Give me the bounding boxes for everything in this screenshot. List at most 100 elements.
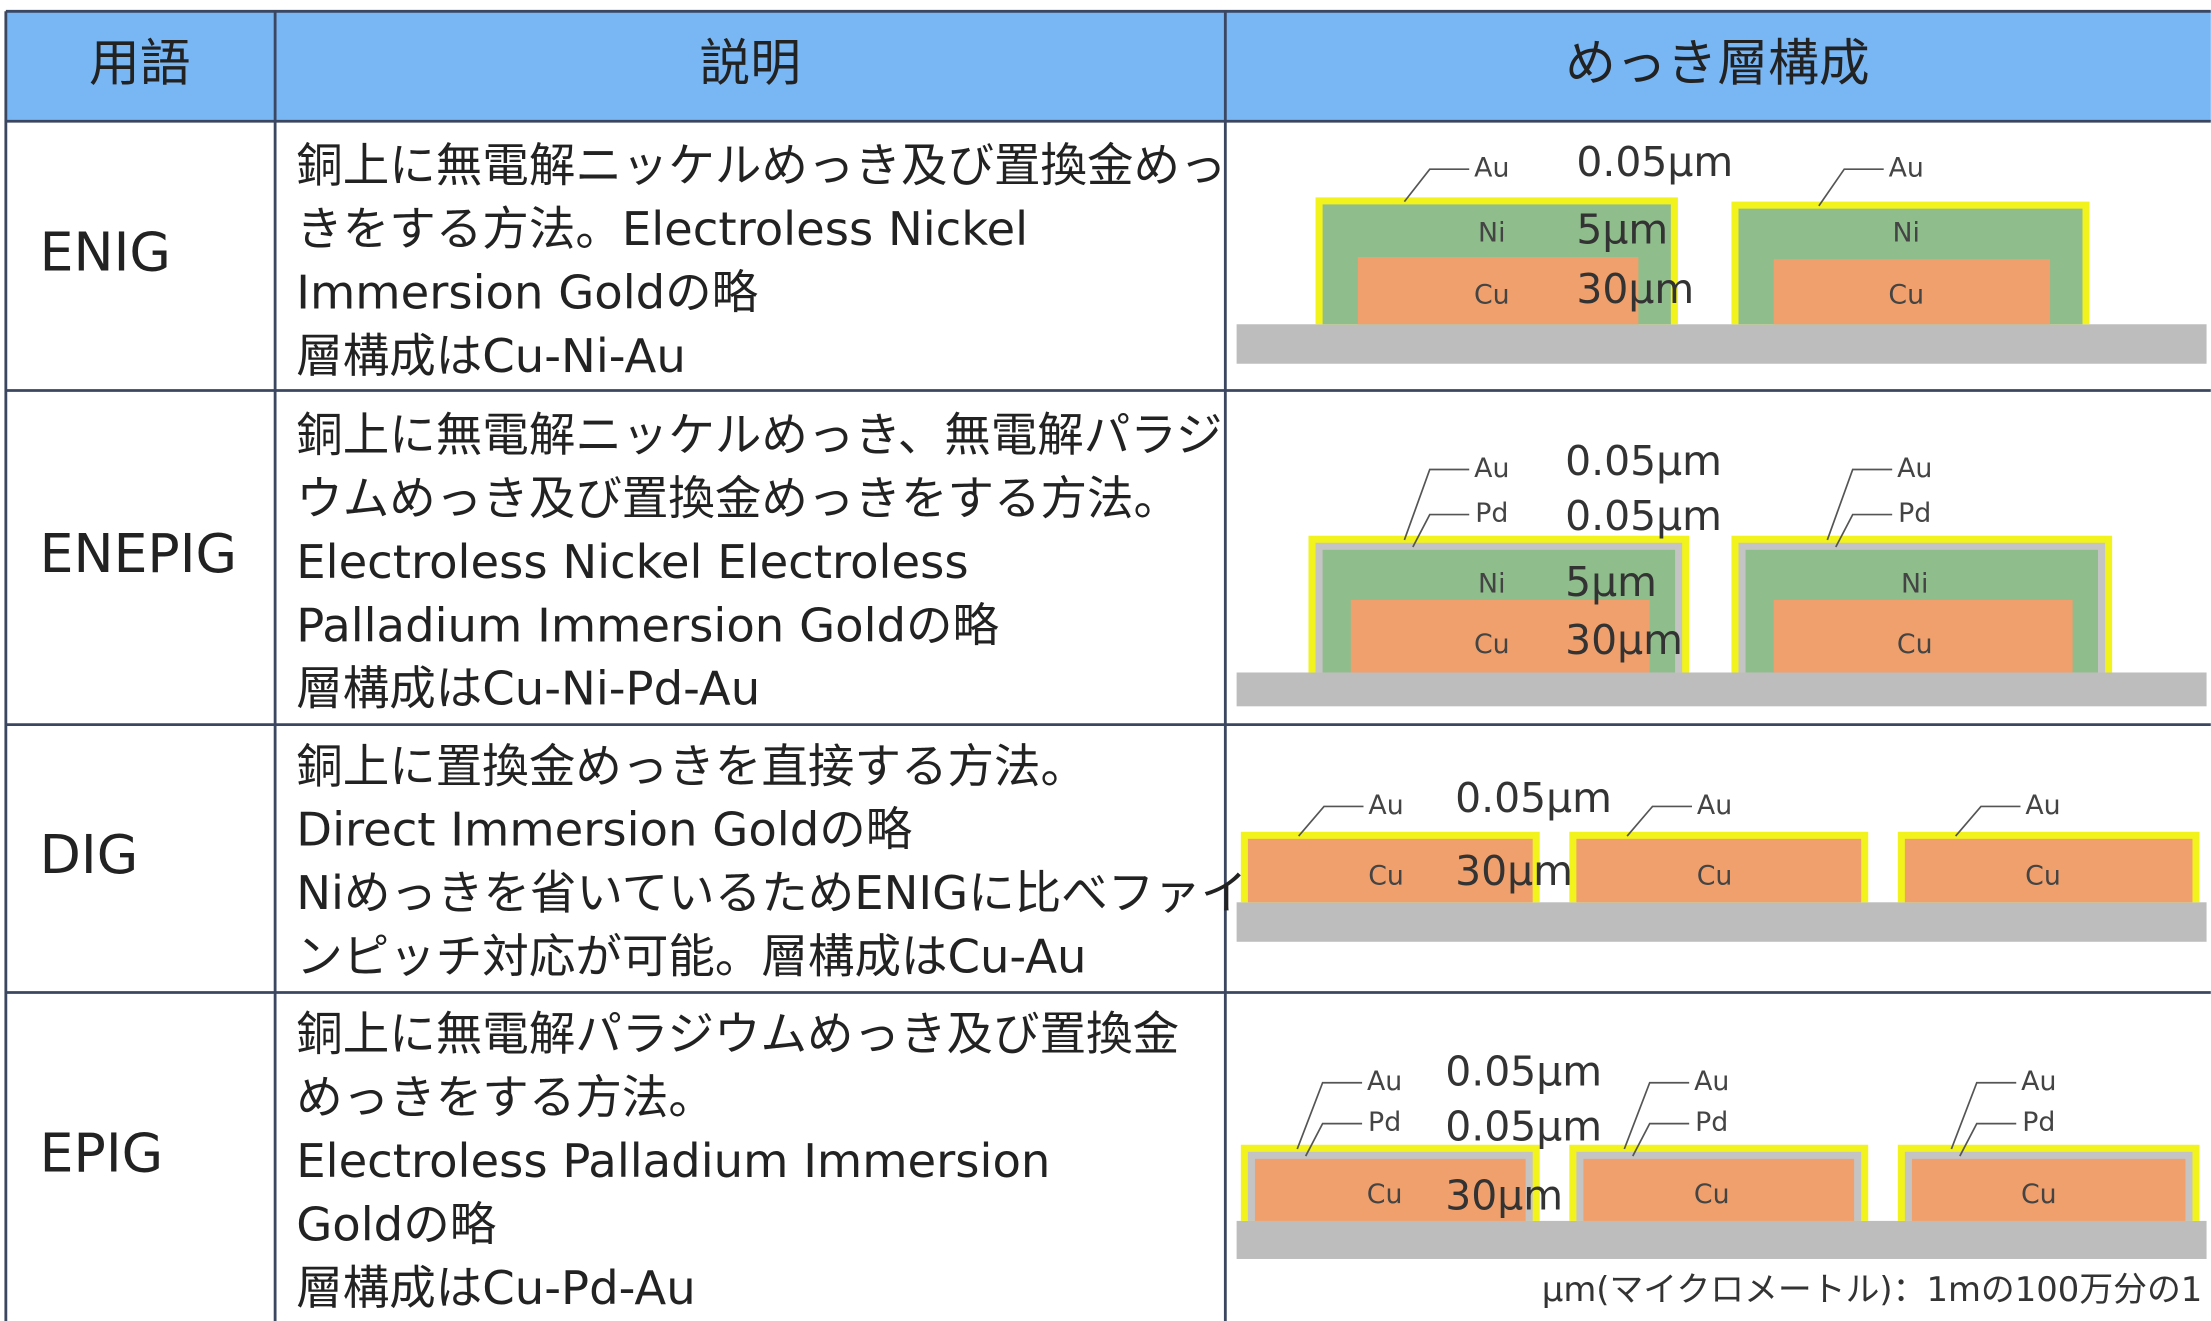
layer-label: Pd: [1368, 1107, 1401, 1138]
thickness: 0.05μm: [1445, 1047, 1602, 1095]
thickness: 5μm: [1565, 558, 1657, 606]
description-line: Electroless Palladium Immersion: [296, 1134, 1050, 1188]
leader-line: [1826, 468, 1893, 541]
cu-layer: [1773, 259, 2051, 325]
layer-label: Cu: [1694, 1179, 1730, 1210]
thickness: 30μm: [1565, 616, 1683, 664]
description-line: 層構成はCu-Ni-Pd-Au: [296, 662, 760, 716]
cu-layer: [1583, 1158, 1855, 1221]
layer-label: Au: [1889, 153, 1924, 184]
term: ENIG: [40, 221, 171, 284]
description-line: 銅上に無電解ニッケルめっき、無電解パラジ: [296, 408, 1222, 462]
leader-line: [1298, 805, 1364, 837]
cu-layer: [1911, 1158, 2186, 1221]
term: DIG: [40, 823, 139, 886]
thickness: 5μm: [1576, 206, 1668, 254]
description-line: Electroless Nickel Electroless: [296, 535, 968, 589]
substrate: [1236, 324, 2207, 364]
layer-label: Cu: [1697, 860, 1733, 891]
layer-label: Pd: [1898, 498, 1931, 529]
header-row: [5, 11, 2211, 122]
cu-layer: [1773, 600, 2073, 673]
thickness: 0.05μm: [1455, 774, 1612, 822]
leader-line: [1412, 513, 1470, 548]
description-line: ンピッチ対応が可能。層構成はCu-Au: [296, 930, 1086, 984]
description-line: 銅上に無電解ニッケルめっき及び置換金めっ: [296, 139, 1226, 193]
layer-label: Au: [1694, 1066, 1729, 1097]
layer-label: Pd: [1695, 1107, 1728, 1138]
header-cell: 用語: [89, 33, 191, 92]
layer-label: Cu: [1474, 280, 1510, 311]
layer-label: Ni: [1478, 569, 1505, 600]
thickness: 30μm: [1455, 847, 1573, 895]
layer-label: Au: [1697, 790, 1732, 821]
leader-line: [1296, 1081, 1363, 1150]
description-line: きをする方法。Electroless Nickel: [296, 202, 1028, 256]
leader-line: [1626, 805, 1692, 837]
leader-line: [1304, 1122, 1363, 1157]
header-cell: めっき層構成: [1565, 33, 1870, 92]
layer-label: Ni: [1893, 218, 1920, 249]
description-line: 層構成はCu-Ni-Au: [296, 329, 686, 383]
description-line: Niめっきを省いているためENIGに比べファイ: [296, 866, 1247, 920]
layer-label: Cu: [1368, 860, 1404, 891]
table-grid: [4, 9, 2211, 1321]
substrate: [1236, 672, 2207, 707]
layer-label: Cu: [1474, 629, 1510, 660]
leader-line: [1959, 1122, 2017, 1157]
thickness: 0.05μm: [1576, 138, 1733, 186]
layer-label: Pd: [1475, 498, 1508, 529]
leader-line: [1403, 468, 1470, 541]
layer-label: Au: [1367, 1066, 1402, 1097]
description-line: 銅上に無電解パラジウムめっき及び置換金: [296, 1007, 1179, 1061]
thickness: 0.05μm: [1565, 437, 1722, 485]
term: EPIG: [40, 1121, 163, 1184]
cu-layer: [1576, 838, 1862, 903]
description-line: Direct Immersion Goldの略: [296, 803, 912, 857]
description-line: Goldの略: [296, 1197, 496, 1251]
layer-label: Cu: [2021, 1179, 2057, 1210]
description-line: Immersion Goldの略: [296, 266, 758, 320]
thickness: 30μm: [1445, 1171, 1563, 1219]
header-cell: 説明: [699, 33, 801, 92]
layer-label: Au: [1474, 153, 1509, 184]
leader-line: [1954, 805, 2021, 837]
cu-layer: [1350, 600, 1650, 673]
layer-label: Au: [1474, 453, 1509, 484]
description-line: 銅上に置換金めっきを直接する方法。: [296, 739, 1087, 793]
layer-label: Au: [2025, 790, 2060, 821]
leader-line: [1950, 1081, 2017, 1150]
leader-line: [1403, 168, 1470, 203]
layer-label: Au: [2021, 1066, 2056, 1097]
description-line: めっきをする方法。: [296, 1071, 715, 1125]
cu-layer: [1904, 838, 2193, 903]
layer-label: Cu: [1888, 280, 1924, 311]
layer-label: Cu: [1897, 629, 1933, 660]
term: ENEPIG: [40, 522, 237, 585]
cu-layer: [1247, 838, 1533, 903]
layer-label: Pd: [2022, 1107, 2055, 1138]
cu-layer: [1357, 257, 1639, 325]
layer-label: Ni: [1901, 569, 1928, 600]
layer-label: Au: [1897, 453, 1932, 484]
description-line: Palladium Immersion Goldの略: [296, 598, 999, 652]
layer-label: Cu: [1367, 1179, 1403, 1210]
substrate: [1236, 902, 2207, 942]
thickness: 0.05μm: [1445, 1102, 1602, 1150]
substrate: [1236, 1220, 2207, 1259]
leader-line: [1623, 1081, 1690, 1150]
leader-line: [1818, 168, 1884, 207]
description-line: 層構成はCu-Pd-Au: [296, 1261, 695, 1315]
cu-layer: [1254, 1158, 1526, 1221]
leader-line: [1632, 1122, 1690, 1157]
thickness: 0.05μm: [1565, 492, 1722, 540]
thickness: 30μm: [1576, 265, 1694, 313]
description-line: ウムめっき及び置換金めっきをする方法。: [296, 471, 1180, 525]
leader-line: [1835, 513, 1893, 548]
layer-label: Ni: [1478, 218, 1505, 249]
layer-label: Au: [1368, 790, 1403, 821]
footnote: μm(マイクロメートル)：1mの100万分の1: [1542, 1270, 2203, 1309]
layer-label: Cu: [2025, 860, 2061, 891]
